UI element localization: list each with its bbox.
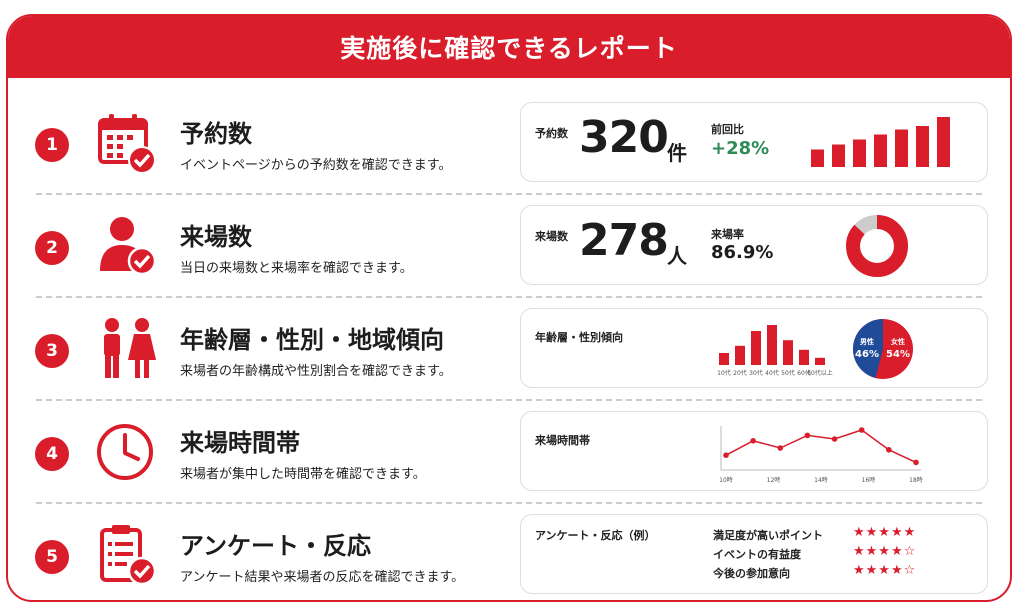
- donut-fill: [846, 215, 908, 277]
- row-number: 5: [35, 540, 69, 574]
- row-title: 来場数: [180, 223, 252, 251]
- time-tick-label: 12時: [767, 476, 781, 484]
- bar: [874, 134, 887, 167]
- row-description: 当日の来場数と来場率を確認できます。: [180, 261, 413, 276]
- female-label: 女性: [891, 337, 905, 346]
- time-point: [886, 447, 892, 453]
- row-attendance: 2 来場数 当日の来場数と来場率を確認できます。 来場数 278 人 来場率 8…: [8, 195, 1010, 298]
- panel-label: 来場数: [535, 230, 568, 243]
- age-bar: [767, 325, 777, 365]
- gender-pie-chart: 男性 46% 女性 54%: [853, 319, 913, 379]
- attendance-panel: 来場数 278 人 来場率 86.9%: [520, 205, 988, 285]
- clipboard-check-icon: [94, 522, 160, 588]
- reservation-count: 320: [579, 112, 669, 163]
- survey-item-label: 今後の参加意向: [713, 567, 790, 580]
- row-number: 3: [35, 334, 69, 368]
- attendance-rate-donut: [846, 215, 908, 277]
- compare-label: 前回比: [711, 123, 744, 136]
- row-number: 2: [35, 231, 69, 265]
- rate-value: 86.9%: [711, 242, 774, 263]
- survey-panel: アンケート・反応（例） 満足度が高いポイント ★★★★★ イベントの有益度 ★★…: [520, 514, 988, 594]
- row-description: アンケート結果や来場者の反応を確認できます。: [180, 570, 465, 585]
- bar: [811, 149, 824, 167]
- survey-item-stars: ★★★★★: [853, 525, 917, 540]
- bar: [937, 117, 950, 167]
- age-bar: [719, 353, 729, 365]
- row-survey: 5 アンケート・反応 アンケート結果や来場者の反応を確認できます。 ア: [8, 504, 1010, 600]
- male-slice: [853, 319, 883, 379]
- male-female-icon: [94, 316, 160, 382]
- bar: [832, 144, 845, 167]
- calendar-check-icon: [94, 110, 160, 176]
- row-title: 年齢層・性別・地域傾向: [180, 326, 444, 354]
- age-tick-label: 60代: [797, 369, 811, 377]
- row-reservations: 1 予約数 イベントページからの予約数を確認できます。: [8, 92, 1010, 195]
- attendance-count: 278: [579, 215, 669, 266]
- row-description: 来場者が集中した時間帯を確認できます。: [180, 467, 426, 482]
- age-bar: [799, 349, 809, 365]
- row-title: アンケート・反応: [180, 532, 372, 560]
- time-tick-label: 18時: [909, 476, 923, 484]
- age-bar: [751, 331, 761, 365]
- demographics-panel: 年齢層・性別傾向 10代 20代 30代 40代 50代 60代 60代以上 男性 46% 女性…: [520, 308, 988, 388]
- age-tick-label: 40代: [765, 369, 779, 377]
- bar: [916, 126, 929, 167]
- time-point: [913, 459, 919, 466]
- age-tick-label: 20代: [733, 369, 747, 377]
- age-tick-label: 50代: [781, 369, 795, 377]
- panel-label: 来場時間帯: [535, 434, 590, 447]
- survey-item-stars: ★★★★☆: [853, 544, 917, 559]
- age-bar: [735, 345, 745, 365]
- row-title: 予約数: [180, 120, 252, 148]
- panel-label: 予約数: [535, 127, 568, 140]
- row-demographics: 3 年齢層・性別・地域傾向 来場者の年齢構成や性別割合を確認できます。 年齢層・…: [8, 298, 1010, 401]
- survey-item-stars: ★★★★☆: [853, 563, 917, 578]
- row-description: 来場者の年齢構成や性別割合を確認できます。: [180, 364, 452, 379]
- time-point: [804, 432, 811, 439]
- bar: [895, 129, 908, 167]
- reservation-unit: 件: [667, 141, 687, 165]
- time-point: [858, 427, 865, 433]
- time-tick-label: 16時: [862, 476, 876, 484]
- rate-label: 来場率: [711, 228, 744, 241]
- time-point: [723, 452, 729, 458]
- reservations-bar-chart: [811, 117, 950, 167]
- time-tick-label: 14時: [814, 476, 828, 484]
- age-bar: [783, 340, 793, 365]
- panel-label: 年齢層・性別傾向: [535, 331, 623, 344]
- report-card: 実施後に確認できるレポート 1: [6, 14, 1012, 602]
- row-number: 1: [35, 128, 69, 162]
- time-tick-label: 10時: [719, 476, 733, 484]
- report-header: 実施後に確認できるレポート: [8, 16, 1010, 78]
- row-title: 来場時間帯: [180, 429, 300, 457]
- age-tick-label: 10代: [717, 369, 731, 377]
- age-tick-label: 30代: [749, 369, 763, 377]
- panel-label: アンケート・反応（例）: [535, 529, 656, 542]
- row-description: イベントページからの予約数を確認できます。: [180, 158, 452, 173]
- male-label: 男性: [860, 337, 874, 346]
- person-check-icon: [94, 213, 160, 279]
- age-bar: [815, 357, 825, 365]
- female-pct: 54%: [886, 349, 910, 360]
- time-line: [725, 429, 917, 464]
- survey-item-label: 満足度が高いポイント: [713, 529, 823, 542]
- bar: [853, 139, 866, 167]
- row-number: 4: [35, 437, 69, 471]
- time-line-chart: 10時 12時 14時 16時 18時: [719, 426, 923, 484]
- clock-icon: [94, 419, 160, 485]
- reservations-panel: 予約数 320 件 前回比 +28%: [520, 102, 988, 182]
- time-point: [750, 438, 756, 444]
- age-tick-label: 60代以上: [807, 369, 833, 377]
- time-point: [777, 445, 784, 451]
- compare-value: +28%: [711, 138, 770, 159]
- time-point: [831, 436, 838, 442]
- report-title: 実施後に確認できるレポート: [340, 34, 678, 63]
- time-panel: 来場時間帯 10時 12時 14時 16時 18時: [520, 411, 988, 491]
- male-pct: 46%: [855, 349, 879, 360]
- survey-item-label: イベントの有益度: [713, 548, 801, 561]
- report-rows: 1 予約数 イベントページからの予約数を確認できます。: [8, 78, 1010, 600]
- attendance-unit: 人: [667, 244, 687, 268]
- row-time-of-day: 4 来場時間帯 来場者が集中した時間帯を確認できます。 来場時間帯 10時 12時…: [8, 401, 1010, 504]
